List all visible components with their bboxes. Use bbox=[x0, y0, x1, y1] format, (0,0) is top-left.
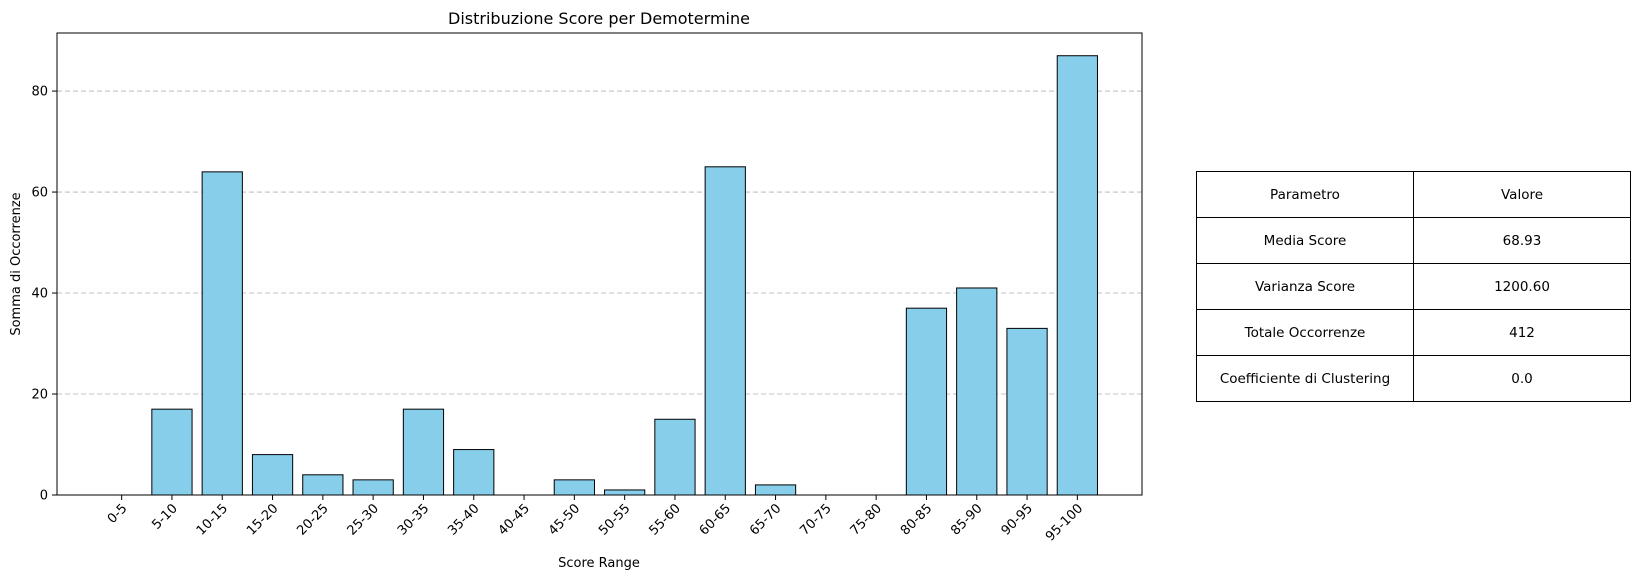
bars bbox=[151, 55, 1098, 496]
x-tick-label: 50-55 bbox=[596, 501, 633, 538]
bar bbox=[704, 166, 746, 496]
x-tick-label: 5-10 bbox=[149, 501, 180, 532]
bar bbox=[1006, 327, 1048, 496]
x-tick-label: 20-25 bbox=[294, 501, 331, 538]
table-cell-parameter: Coefficiente di Clustering bbox=[1196, 355, 1414, 402]
chart-title: Distribuzione Score per Demotermine bbox=[448, 9, 750, 28]
table-cell-value: 68.93 bbox=[1413, 217, 1631, 264]
bar bbox=[754, 484, 797, 496]
x-tick-label: 80-85 bbox=[898, 501, 935, 538]
y-tick-label: 40 bbox=[31, 287, 48, 302]
bar bbox=[302, 474, 344, 496]
x-tick-label: 60-65 bbox=[697, 501, 734, 538]
x-tick-label: 55-60 bbox=[646, 501, 683, 538]
bar bbox=[402, 408, 445, 496]
table-cell-value: 412 bbox=[1413, 309, 1631, 356]
table-row: Totale Occorrenze 412 bbox=[1196, 309, 1631, 356]
bar bbox=[905, 307, 948, 496]
table-cell-parameter: Totale Occorrenze bbox=[1196, 309, 1414, 356]
x-axis-ticks: 0-5 5-10 10-15 15-20 20-25 25-30 30-35 35-40 40-… bbox=[105, 495, 1086, 544]
bar bbox=[1056, 55, 1098, 496]
table-header-cell: Valore bbox=[1413, 171, 1631, 218]
table-cell-parameter: Media Score bbox=[1196, 217, 1414, 264]
bar bbox=[201, 171, 243, 496]
x-tick-label: 30-35 bbox=[395, 501, 432, 538]
table-cell-value: 1200.60 bbox=[1413, 263, 1631, 310]
x-tick-label: 0-5 bbox=[105, 501, 131, 527]
x-tick-label: 70-75 bbox=[797, 501, 834, 538]
x-tick-label: 10-15 bbox=[194, 501, 231, 538]
bar bbox=[453, 449, 495, 496]
table-header-cell: Parametro bbox=[1196, 171, 1414, 218]
stats-table: Parametro Valore Media Score 68.93 Varia… bbox=[1196, 171, 1631, 402]
x-axis-label: Score Range bbox=[558, 556, 640, 571]
bar bbox=[654, 418, 696, 496]
bar bbox=[553, 479, 595, 496]
table-cell-value: 0.0 bbox=[1413, 355, 1631, 402]
plot-frame bbox=[56, 32, 1143, 496]
x-tick-label: 75-80 bbox=[848, 501, 885, 538]
x-tick-label: 15-20 bbox=[244, 501, 281, 538]
x-tick-label: 25-30 bbox=[345, 501, 382, 538]
table-header-row: Parametro Valore bbox=[1196, 171, 1631, 218]
x-tick-label: 95-100 bbox=[1043, 501, 1086, 544]
table-cell-parameter: Varianza Score bbox=[1196, 263, 1414, 310]
x-tick-label: 35-40 bbox=[445, 501, 482, 538]
y-tick-label: 60 bbox=[31, 186, 48, 201]
x-tick-label: 40-45 bbox=[496, 501, 533, 538]
bar bbox=[251, 454, 294, 496]
y-tick-label: 20 bbox=[31, 388, 48, 403]
bar-chart: 0 20 40 60 80 0-5 5-10 10-15 15-20 20-25 25-30 30-… bbox=[9, 9, 1143, 571]
x-tick-label: 85-90 bbox=[948, 501, 985, 538]
x-tick-label: 65-70 bbox=[747, 501, 784, 538]
x-tick-label: 45-50 bbox=[546, 501, 583, 538]
x-tick-label: 90-95 bbox=[999, 501, 1036, 538]
table-row: Varianza Score 1200.60 bbox=[1196, 263, 1631, 310]
table-row: Media Score 68.93 bbox=[1196, 217, 1631, 264]
bar bbox=[352, 479, 394, 496]
table-row: Coefficiente di Clustering 0.0 bbox=[1196, 355, 1631, 402]
y-axis-ticks: 0 20 40 60 80 bbox=[31, 85, 57, 504]
y-tick-label: 80 bbox=[31, 85, 48, 100]
bar bbox=[956, 287, 998, 496]
y-axis-label: Somma di Occorrenze bbox=[9, 192, 24, 335]
y-tick-label: 0 bbox=[40, 489, 48, 504]
bar bbox=[604, 489, 646, 496]
bar bbox=[151, 408, 193, 496]
